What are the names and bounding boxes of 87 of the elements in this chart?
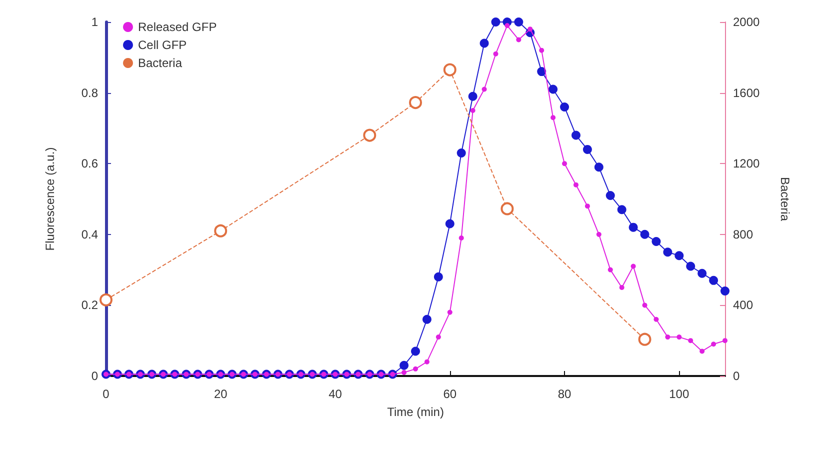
point (214, 224, 228, 238)
point (548, 84, 558, 94)
point (447, 310, 452, 315)
point (582, 144, 592, 154)
point (663, 248, 672, 257)
point (443, 63, 456, 76)
y2-axis-title: Bacteria (778, 176, 792, 222)
y2-tick-label: 0 (733, 369, 740, 383)
y-tick-label: 0.8 (81, 86, 98, 100)
y-tick-label: 0.2 (81, 298, 98, 312)
point (402, 370, 407, 375)
point (674, 251, 684, 260)
point (514, 18, 524, 26)
y2-tick-label: 800 (733, 227, 754, 242)
point (436, 334, 441, 340)
point (493, 51, 498, 56)
x-tick-label: 80 (558, 387, 572, 401)
point (571, 130, 580, 140)
y-axis-title: Fluorescence (a.u.) (43, 147, 57, 251)
point (413, 366, 418, 372)
x-axis-title: Time (min) (387, 405, 444, 419)
point (606, 190, 615, 200)
y-tick-label: 0.4 (81, 227, 98, 242)
point (722, 338, 728, 344)
point (652, 236, 661, 246)
point (409, 96, 422, 110)
point (698, 268, 707, 278)
point (100, 293, 112, 306)
point (619, 285, 624, 290)
y2-tick-label: 1600 (733, 86, 760, 100)
point (630, 264, 636, 269)
point (617, 205, 626, 214)
point (665, 334, 670, 340)
point (434, 272, 443, 282)
point (700, 348, 705, 354)
point (445, 219, 454, 228)
point (537, 67, 546, 76)
legend-label: Released GFP (138, 20, 217, 34)
y-tick-label: 0.6 (81, 156, 98, 171)
point (638, 332, 652, 346)
point (504, 23, 510, 28)
point (500, 202, 514, 216)
legend-label: Bacteria (138, 56, 182, 70)
point (456, 148, 466, 158)
point (400, 360, 409, 370)
point (550, 115, 556, 120)
y2-tick-label: 400 (733, 298, 754, 312)
legend-label: Cell GFP (138, 38, 187, 52)
x-tick-label: 20 (214, 387, 228, 401)
point (528, 26, 533, 32)
point (573, 182, 578, 188)
point (470, 108, 476, 113)
point (642, 302, 648, 308)
point (482, 86, 487, 92)
y-tick-label: 1 (91, 15, 98, 29)
point (608, 267, 613, 272)
point (468, 92, 478, 101)
point (516, 37, 522, 42)
point (539, 48, 544, 53)
point (640, 230, 650, 239)
y2-tick-label: 2000 (733, 15, 760, 29)
point (584, 204, 590, 209)
point (411, 346, 420, 356)
point (422, 314, 432, 324)
point (596, 232, 602, 237)
point (480, 38, 489, 48)
y2-tick-label: 1200 (733, 156, 760, 171)
point (363, 128, 376, 142)
point (676, 334, 682, 340)
point (654, 316, 659, 322)
point (458, 235, 464, 240)
point (424, 359, 430, 364)
point (491, 18, 500, 26)
x-tick-label: 100 (669, 387, 690, 401)
point (560, 102, 570, 112)
point (688, 338, 694, 344)
point (686, 262, 696, 271)
point (628, 222, 638, 232)
x-tick-label: 60 (443, 387, 457, 401)
x-tick-label: 40 (328, 387, 342, 401)
point (711, 342, 716, 347)
point (562, 161, 568, 166)
point (720, 286, 730, 296)
y-tick-label: 0 (91, 369, 98, 383)
point (594, 162, 604, 172)
point (709, 276, 718, 285)
x-tick-label: 0 (102, 387, 110, 401)
